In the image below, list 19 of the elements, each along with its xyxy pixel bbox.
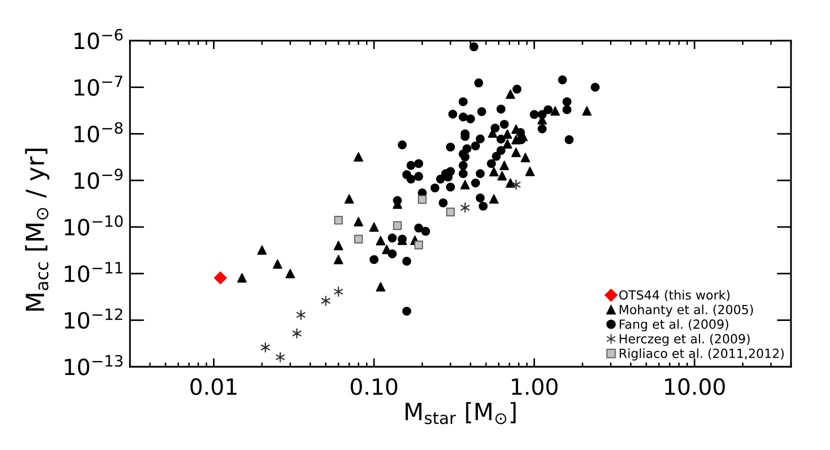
y-axis-title: M$_{acc}$ [M$_{⊙}$ / yr]	[25, 148, 50, 311]
y-tick-label: 10$^{−6}$	[74, 28, 123, 50]
y-tick-label: 10$^{−13}$	[64, 354, 122, 376]
y-tick-label: 10$^{−7}$	[74, 76, 122, 96]
legend-label: Herczeg et al. (2009)	[620, 334, 750, 346]
y-tick-label: 10$^{−9}$	[74, 168, 123, 190]
x-axis-title: M$_{star}$ [M$_{⊙}$]	[406, 402, 516, 424]
legend-label: Rigliaco et al. (2011,2012)	[620, 348, 784, 360]
y-tick-label: 10$^{−8}$	[74, 122, 123, 142]
legend-label: Mohanty et al. (2005)	[620, 304, 753, 317]
y-tick-label: 10$^{−10}$	[64, 215, 123, 236]
x-tick-label: 0.10	[350, 378, 398, 396]
y-tick-label: 10$^{−12}$	[64, 308, 122, 329]
y-tick-label: 10$^{−11}$	[64, 262, 122, 282]
x-tick-label: 10.00	[665, 378, 725, 396]
x-tick-label: 0.01	[190, 378, 236, 396]
legend-label: OTS44 (this work)	[619, 290, 730, 302]
x-tick-label: 1.00	[512, 378, 558, 396]
legend-label: Fang et al. (2009)	[620, 319, 728, 332]
